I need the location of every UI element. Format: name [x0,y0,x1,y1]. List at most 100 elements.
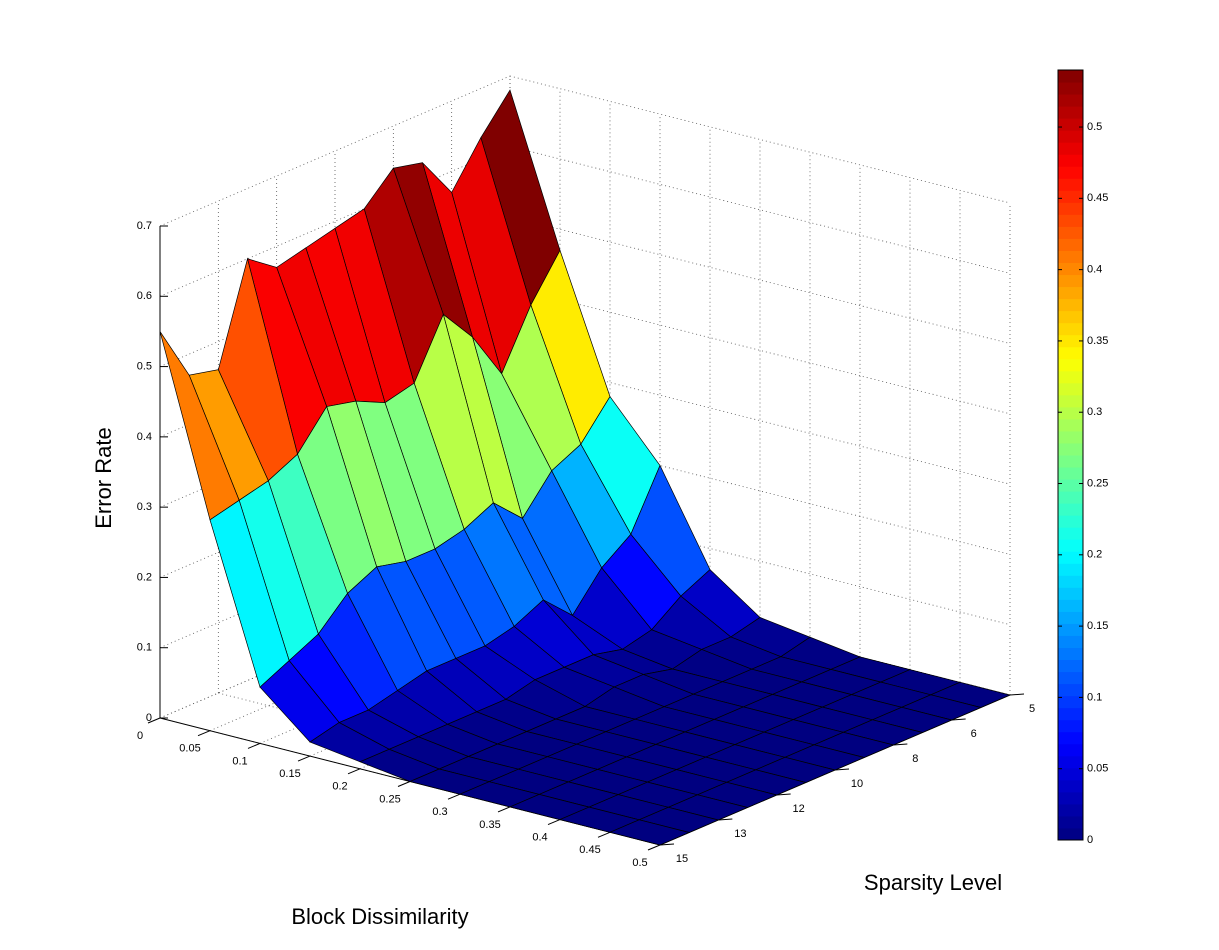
y-tick-label: 12 [793,803,805,815]
colorbar-band [1058,142,1083,155]
colorbar-band [1058,527,1083,540]
y-tick [893,743,908,746]
colorbar-band [1058,695,1083,709]
colorbar-band [1058,82,1083,95]
colorbar-band [1058,827,1083,841]
colorbar-frame [1057,69,1084,841]
x-tick-label: 0.3 [432,806,447,818]
colorbar-band [1058,647,1083,661]
y-tick [776,793,791,796]
colorbar-band [1058,779,1083,793]
x-tick [147,717,161,724]
y-tick-label: 8 [912,753,918,765]
colorbar-band [1058,815,1083,829]
colorbar-band [1058,238,1083,251]
colorbar-band [1058,346,1083,360]
y-tick [1009,693,1025,696]
colorbar-band [1058,214,1083,227]
colorbar-band [1058,611,1083,624]
colorbar-band [1058,358,1083,372]
grid-line [509,145,1011,274]
colorbar-band [1058,539,1083,552]
colorbar-band [1058,94,1083,107]
colorbar-band [1058,442,1083,456]
colorbar-band [1058,394,1083,408]
y-tick [834,768,850,771]
colorbar-band [1058,178,1083,191]
colorbar-tick-label: 0.25 [1087,477,1108,489]
z-tick-label: 0 [146,712,152,724]
y-tick [951,718,966,721]
z-tick-label: 0.4 [137,431,152,443]
x-tick [647,844,661,851]
colorbar-band [1058,659,1083,673]
colorbar-band [1058,250,1083,263]
colorbar-band [1058,731,1083,745]
colorbar-band [1058,743,1083,757]
colorbar-band [1058,310,1083,324]
colorbar-band [1058,479,1083,492]
colorbar-band [1058,382,1083,396]
y-tick-label: 5 [1029,703,1035,715]
colorbar-band [1058,166,1083,179]
colorbar-band [1058,106,1083,119]
colorbar-band [1058,707,1083,721]
colorbar-band [1058,635,1083,648]
z-tick-label: 0.2 [137,571,152,583]
colorbar-band [1058,755,1083,769]
z-tick-label: 0.6 [137,290,152,302]
x-tick-label: 0.45 [579,844,600,856]
colorbar-band [1058,154,1083,167]
y-tick-label: 15 [676,853,688,865]
z-tick-label: 0.5 [137,360,152,372]
x-tick-label: 0.2 [332,781,347,793]
colorbar-band [1058,130,1083,143]
colorbar-band [1058,334,1083,348]
colorbar-band [1058,587,1083,600]
colorbar-band [1058,491,1083,504]
colorbar-tick-label: 0.45 [1087,192,1108,204]
x-tick-label: 0.15 [279,768,300,780]
colorbar-tick-label: 0.1 [1087,691,1102,703]
colorbar-band [1058,298,1083,312]
colorbar-band [1058,575,1083,588]
colorbar-band [1058,671,1083,685]
x-tick [347,768,361,775]
colorbar-band [1058,467,1083,480]
colorbar-tick-label: 0.5 [1087,121,1102,133]
x-tick [547,819,561,826]
z-tick-label: 0.1 [137,642,152,654]
colorbar-band [1058,515,1083,528]
y-axis-label: Sparsity Level [864,870,1002,895]
colorbar-band [1058,551,1083,564]
x-tick-label: 0.05 [179,743,200,755]
x-tick-label: 0.25 [379,793,400,805]
colorbar-band [1058,599,1083,612]
colorbar-band [1058,322,1083,336]
colorbar-band [1058,430,1083,444]
colorbar-band [1058,683,1083,697]
x-tick [447,793,461,800]
z-tick-label: 0.3 [137,501,152,513]
colorbar-tick-label: 0.4 [1087,264,1102,276]
y-tick-label: 10 [851,778,863,790]
colorbar-tick-label: 0.3 [1087,406,1102,418]
colorbar-tick-label: 0.35 [1087,335,1108,347]
colorbar-band [1058,226,1083,239]
colorbar-tick-label: 0.2 [1087,549,1102,561]
colorbar-tick-label: 0.15 [1087,620,1108,632]
colorbar-band [1058,202,1083,215]
x-axis-label: Block Dissimilarity [291,904,468,929]
z-tick-label: 0.7 [137,220,152,232]
surface-face [608,819,691,846]
x-tick [247,742,261,749]
colorbar-band [1058,563,1083,576]
colorbar-band [1058,286,1083,300]
colorbar-band [1058,418,1083,432]
x-tick [497,806,511,813]
x-tick-label: 0.5 [632,857,647,869]
x-tick [197,730,211,737]
colorbar-band [1058,70,1083,83]
colorbar-band [1058,803,1083,817]
